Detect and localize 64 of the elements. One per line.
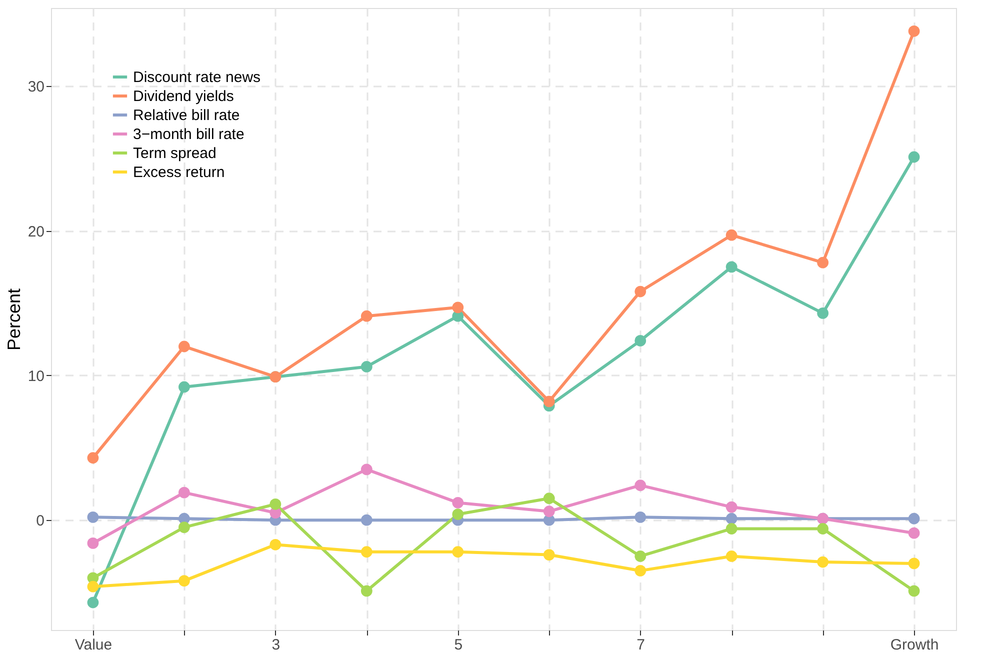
x-tick-label: 5 <box>454 636 463 654</box>
point <box>817 308 829 319</box>
point <box>634 335 646 346</box>
point <box>87 511 99 523</box>
x-tick-label: 3 <box>272 636 280 654</box>
point <box>817 556 829 568</box>
point <box>726 501 738 513</box>
point <box>908 585 920 597</box>
y-tick-label: 20 <box>28 223 44 240</box>
point <box>178 522 190 533</box>
legend-label: 3−month bill rate <box>133 126 244 143</box>
y-tick-label: 0 <box>36 512 44 530</box>
point <box>817 523 829 534</box>
point <box>908 512 920 524</box>
point <box>817 256 829 268</box>
point <box>726 261 738 273</box>
point <box>360 310 372 322</box>
point <box>726 512 738 524</box>
point <box>908 558 920 570</box>
point <box>87 596 99 608</box>
point <box>634 286 646 298</box>
point <box>87 580 99 592</box>
point <box>360 546 372 558</box>
x-tick-label: Value <box>74 636 112 654</box>
point <box>908 527 920 539</box>
point <box>634 550 646 562</box>
y-tick-label: 30 <box>28 78 44 96</box>
point <box>908 25 920 37</box>
point <box>178 575 190 587</box>
point <box>543 396 555 408</box>
point <box>270 498 282 510</box>
x-tick-label: Growth <box>890 636 939 654</box>
legend-label: Discount rate news <box>133 69 261 86</box>
point <box>634 511 646 523</box>
point <box>726 550 738 562</box>
y-axis-title: Percent <box>4 288 24 351</box>
point <box>360 464 372 476</box>
point <box>452 302 464 314</box>
y-tick-label: 10 <box>28 368 44 385</box>
point <box>908 151 920 163</box>
legend-label: Relative bill rate <box>133 107 240 124</box>
point <box>87 452 99 464</box>
point <box>452 546 464 558</box>
point <box>270 538 282 550</box>
point <box>543 492 555 504</box>
point <box>178 486 190 498</box>
point <box>543 549 555 560</box>
point <box>634 565 646 576</box>
x-tick-label: 7 <box>636 636 646 654</box>
point <box>360 361 372 372</box>
legend-label: Term spread <box>133 145 216 162</box>
legend-label: Dividend yields <box>133 88 234 105</box>
legend-label: Excess return <box>133 164 225 181</box>
point <box>452 508 464 520</box>
point <box>726 523 738 534</box>
point <box>452 497 464 508</box>
point <box>87 538 99 549</box>
point <box>634 480 646 492</box>
point <box>360 514 372 526</box>
point <box>178 340 190 352</box>
point <box>360 585 372 597</box>
point <box>543 506 555 518</box>
point <box>178 381 190 393</box>
point <box>726 229 738 241</box>
